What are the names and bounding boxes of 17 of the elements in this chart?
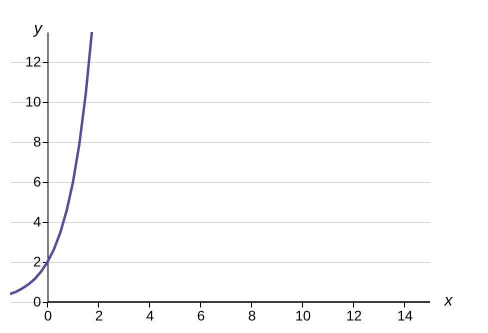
x-tick-label: 10 xyxy=(295,308,311,324)
x-tick-label: 0 xyxy=(44,308,52,324)
y-tick-label: 12 xyxy=(25,54,42,70)
x-tick-label: 14 xyxy=(397,308,413,324)
y-tick-label: 6 xyxy=(33,174,42,190)
y-tick-label: 2 xyxy=(33,254,42,270)
x-tick-label: 4 xyxy=(146,308,154,324)
y-tick-label: 10 xyxy=(25,94,42,110)
y-tick-label: 0 xyxy=(33,294,42,310)
x-tick-label: 12 xyxy=(346,308,362,324)
y-tick-label: 8 xyxy=(33,134,42,150)
y-axis-title: y xyxy=(32,20,43,38)
x-tick-label: 8 xyxy=(248,308,256,324)
x-axis-title: x xyxy=(444,292,454,310)
y-tick-label: 4 xyxy=(33,214,42,230)
x-tick-label: 6 xyxy=(197,308,206,324)
x-tick-label: 2 xyxy=(95,308,104,324)
